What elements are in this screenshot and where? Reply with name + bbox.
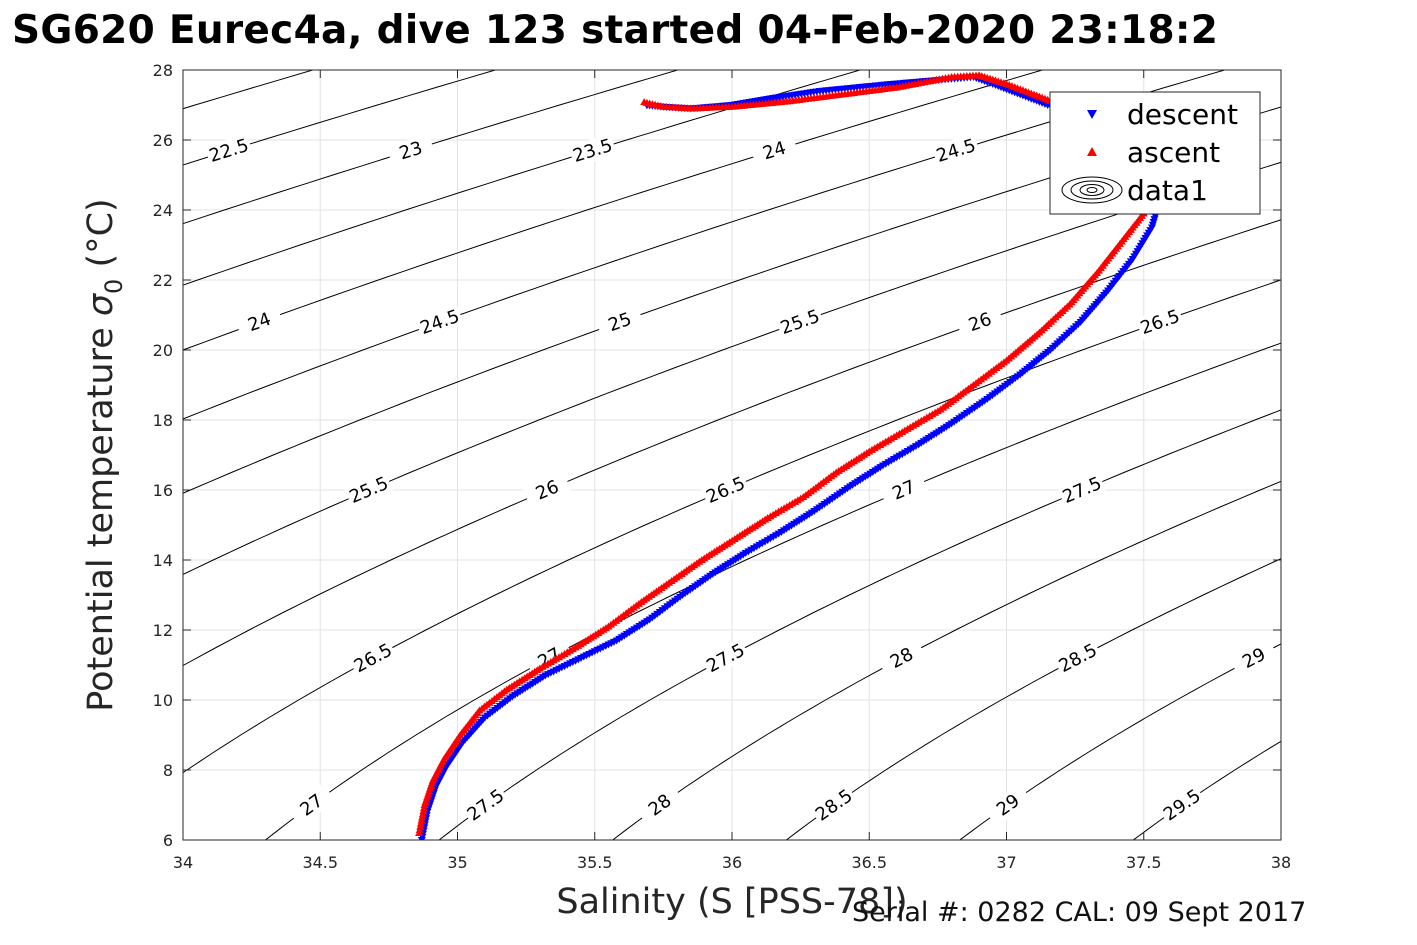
x-tick-label: 35.5 xyxy=(577,853,613,872)
y-axis-title-part: Potential temperature xyxy=(81,316,121,712)
contour-label-bg xyxy=(775,304,825,340)
y-tick-label: 18 xyxy=(153,411,173,430)
legend-marker-contour xyxy=(1079,184,1105,196)
legend-marker-contour xyxy=(1070,180,1114,200)
contour-label-group: 24 xyxy=(750,133,799,168)
y-tick-label: 16 xyxy=(153,481,173,500)
ascent-point xyxy=(640,98,649,106)
contour-label-bg xyxy=(568,133,617,168)
x-axis-title: Salinity (S [PSS-78]) xyxy=(556,882,907,922)
isopycnal-line xyxy=(611,480,1281,840)
y-tick-label: 8 xyxy=(163,761,173,780)
isopycnal-line xyxy=(183,219,1281,667)
contour-label-bg xyxy=(344,471,394,509)
contour-label-bg xyxy=(1053,637,1103,679)
grid-lines xyxy=(182,69,1282,841)
contour-label-bg xyxy=(415,304,465,340)
contour-label-bg xyxy=(386,133,436,168)
contour-label-bg xyxy=(931,133,981,168)
x-tick-label: 37.5 xyxy=(1126,853,1162,872)
contour-label-group: 24 xyxy=(234,304,284,340)
contour-label-bg xyxy=(1057,471,1107,509)
isopycnal-line xyxy=(438,409,1281,840)
y-tick-label: 6 xyxy=(163,831,173,850)
legend-marker-contour xyxy=(1061,176,1123,204)
y-tick-label: 22 xyxy=(153,271,173,290)
isopycnal-line xyxy=(183,70,680,225)
contour-label-bg xyxy=(461,783,510,827)
isopycnal-line xyxy=(264,342,1281,840)
isopycnal-line xyxy=(183,70,862,286)
isopycnal-line xyxy=(958,643,1281,840)
contour-label-bg xyxy=(1157,783,1207,827)
x-tick-label: 36.5 xyxy=(851,853,887,872)
legend-label: descent xyxy=(1127,98,1238,131)
contour-label-group: 28 xyxy=(635,783,685,827)
contour-label-bg xyxy=(809,783,859,827)
y-axis-title-part: σ xyxy=(81,292,121,316)
contour-labels: 22.52323.5242424.524.5252525.525.5262626… xyxy=(204,133,1279,827)
x-tick-label: 36 xyxy=(722,853,742,872)
contour-label-bg xyxy=(234,304,284,340)
contour-label-bg xyxy=(879,471,929,509)
contour-label-bg xyxy=(204,133,254,168)
isopycnal-line xyxy=(785,558,1281,840)
x-tick-label: 35 xyxy=(447,853,467,872)
x-tick-label: 38 xyxy=(1271,853,1291,872)
contour-label-bg xyxy=(701,471,751,509)
contour-label-bg xyxy=(287,783,336,827)
y-tick-label: 26 xyxy=(153,131,173,150)
contour-label-bg xyxy=(1229,638,1279,678)
contour-label-bg xyxy=(983,783,1033,827)
y-axis-title: Potential temperature σ0 (°C) xyxy=(81,198,128,711)
chart-title: SG620 Eurec4a, dive 123 started 04-Feb-2… xyxy=(12,8,1219,53)
y-tick-label: 24 xyxy=(153,201,173,220)
y-tick-label: 14 xyxy=(153,551,173,570)
data-points xyxy=(415,71,1165,840)
y-tick-label: 12 xyxy=(153,621,173,640)
contour-label-bg xyxy=(348,637,398,679)
isopycnal-line xyxy=(183,70,1227,420)
legend-marker-descent xyxy=(1087,110,1097,119)
contour-label-bg xyxy=(877,637,927,679)
x-tick-label: 34 xyxy=(173,853,193,872)
contour-label-bg xyxy=(955,304,1005,340)
x-tick-label: 34.5 xyxy=(302,853,338,872)
ascent-series xyxy=(415,71,1162,836)
legend-marker-ascent xyxy=(1087,147,1097,156)
isopycnal-line xyxy=(183,279,1281,774)
contour-label-bg xyxy=(701,637,751,679)
isopycnal-line xyxy=(183,70,1045,351)
legend-label: data1 xyxy=(1127,174,1208,207)
legend-marker-contour xyxy=(1086,187,1098,193)
legend-label: ascent xyxy=(1127,136,1220,169)
axis-ticks: 34 34.5 35 35.5 36 36.5 37 37.5 38 6 8 10 12 14 16 18 20… xyxy=(153,61,1292,872)
y-axis-title-part: (°C) xyxy=(81,198,121,278)
contour-label-bg xyxy=(1135,304,1185,340)
y-axis-title-part: 0 xyxy=(100,279,128,294)
y-tick-label: 10 xyxy=(153,691,173,710)
serial-cal-footer: Serial #: 0282 CAL: 09 Sept 2017 xyxy=(852,897,1307,928)
y-tick-label: 20 xyxy=(153,341,173,360)
contour-label-bg xyxy=(635,783,685,827)
legend[interactable]: descent ascent data1 xyxy=(1049,91,1261,215)
contour-label-bg xyxy=(595,304,645,340)
legend-box xyxy=(1049,91,1261,215)
contour-label-bg xyxy=(522,471,572,509)
x-tick-label: 37 xyxy=(996,853,1016,872)
y-tick-label: 28 xyxy=(153,61,173,80)
contour-label-bg xyxy=(750,133,799,168)
